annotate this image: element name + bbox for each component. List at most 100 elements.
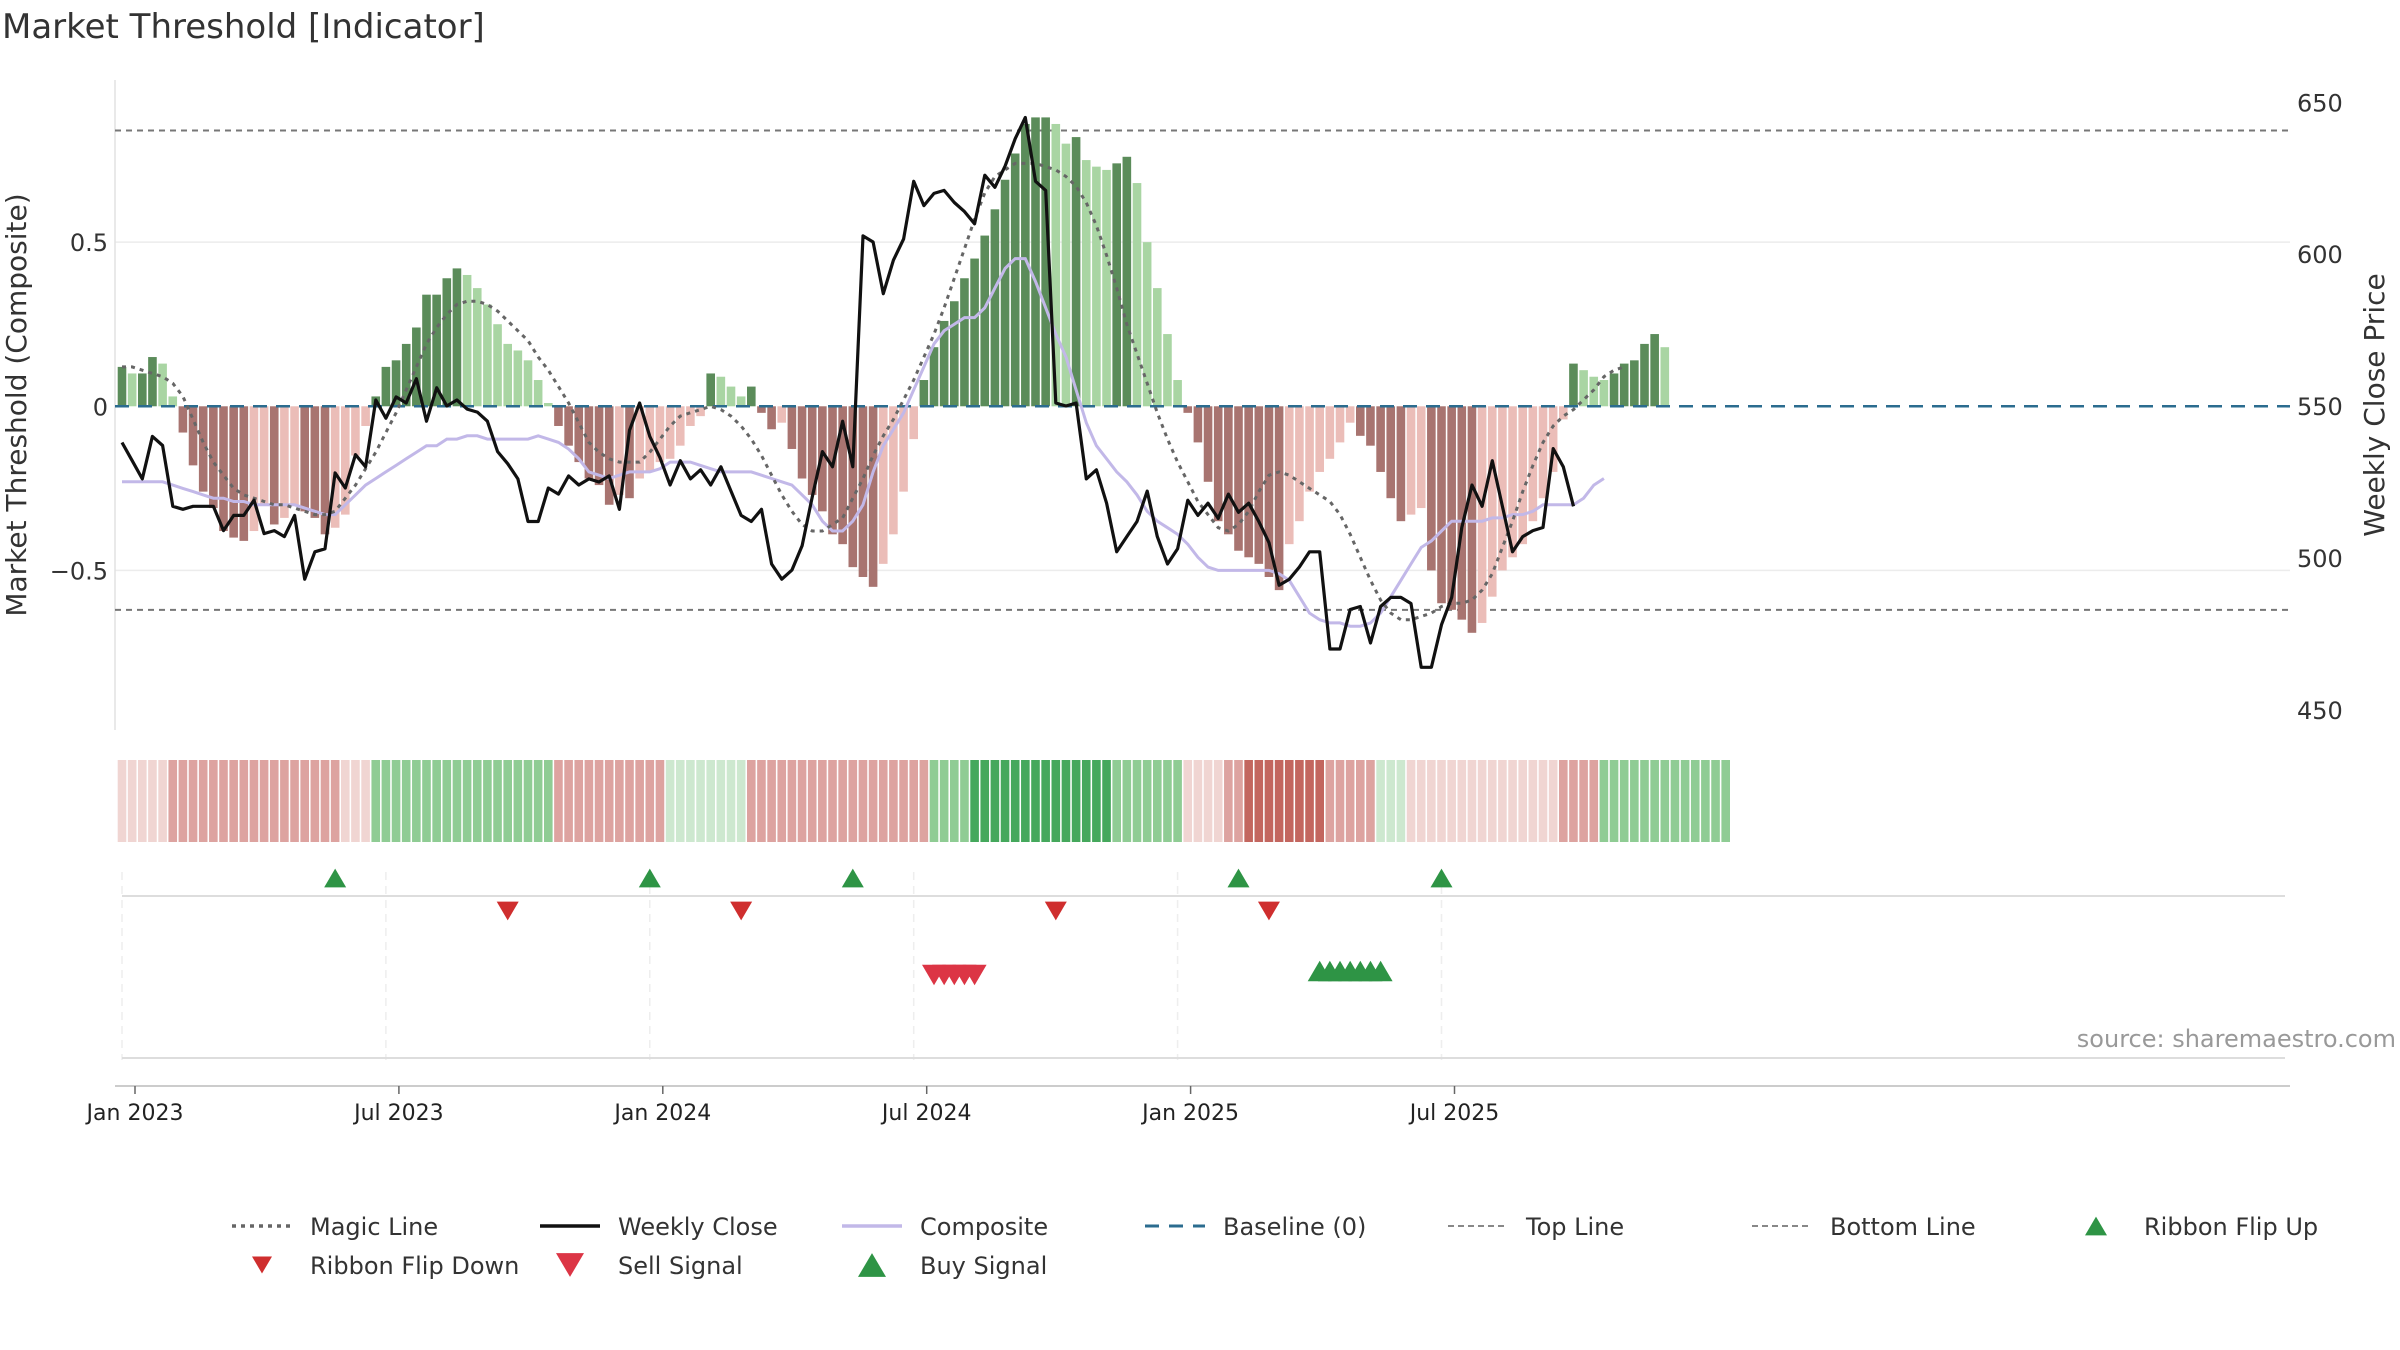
composite-bar: [1305, 406, 1314, 492]
ribbon-cell: [1498, 760, 1507, 842]
ribbon-cell: [1295, 760, 1304, 842]
ribbon-cell: [158, 760, 167, 842]
ribbon-cell: [1102, 760, 1111, 842]
composite-bar: [767, 406, 776, 430]
left-tick-label: 0.5: [70, 229, 108, 257]
legend-label: Ribbon Flip Down: [310, 1252, 519, 1280]
ribbon-cell: [280, 760, 289, 842]
ribbon-cell: [858, 760, 868, 842]
ribbon-cell: [432, 760, 441, 842]
ribbon-cell: [1589, 760, 1599, 842]
ribbon-cell: [889, 760, 898, 842]
composite-bar: [1213, 406, 1223, 522]
legend-label: Buy Signal: [920, 1252, 1047, 1280]
composite-bar: [351, 406, 360, 456]
ribbon-cell: [1467, 760, 1477, 842]
composite-bar: [594, 406, 604, 486]
legend-item: Buy Signal: [858, 1252, 1047, 1280]
ribbon-cell: [980, 760, 990, 842]
composite-bar: [615, 406, 624, 495]
legend-item: Weekly Close: [540, 1213, 778, 1241]
ribbon-cell: [747, 760, 756, 842]
ribbon-flip-up-marker: [324, 868, 347, 888]
legend-item: Bottom Line: [1752, 1213, 1976, 1241]
ribbon-cell: [1599, 760, 1609, 842]
ribbon-cell: [929, 760, 939, 842]
composite-bar: [747, 386, 756, 407]
legend-label: Sell Signal: [618, 1252, 743, 1280]
ribbon-cell: [848, 760, 858, 842]
composite-bar: [1071, 137, 1081, 407]
composite-bar: [198, 406, 208, 492]
composite-bar: [259, 406, 269, 505]
ribbon-cell: [1447, 760, 1456, 842]
ribbon-cell: [1701, 760, 1710, 842]
composite-bar: [1102, 169, 1111, 407]
ribbon-cell: [1284, 760, 1294, 842]
ribbon-cell: [1721, 760, 1730, 842]
composite-bar: [1163, 334, 1172, 407]
ribbon-cell: [1071, 760, 1081, 842]
composite-bar: [1538, 406, 1548, 499]
composite-bar: [1406, 406, 1416, 515]
ribbon-cell: [990, 760, 1000, 842]
composite-bar: [219, 406, 228, 532]
composite-bar: [1487, 406, 1497, 597]
ribbon-cell: [259, 760, 269, 842]
composite-bar: [564, 406, 573, 446]
composite-bar: [1366, 406, 1375, 446]
ribbon-cell: [198, 760, 208, 842]
composite-bar: [533, 380, 543, 407]
composite-bar: [1041, 117, 1050, 407]
composite-bar: [148, 357, 157, 407]
ribbon-flip-up-marker: [638, 868, 661, 888]
ribbon-cell: [513, 760, 523, 842]
composite-bar: [503, 343, 512, 407]
legend-item: Top Line: [1448, 1213, 1624, 1241]
ribbon-cell: [878, 760, 888, 842]
legend-label: Ribbon Flip Up: [2144, 1213, 2318, 1241]
composite-bar: [1284, 406, 1294, 545]
composite-bar: [290, 406, 299, 505]
composite-bar: [1061, 143, 1071, 407]
ribbon-cell: [1396, 760, 1406, 842]
y-axis-label-left: Market Threshold (Composite): [0, 193, 33, 616]
composite-bar: [1325, 406, 1335, 459]
signals-panel: [121, 868, 2285, 1060]
ribbon-cell: [665, 760, 675, 842]
ribbon-cell: [757, 760, 766, 842]
composite-bar: [980, 235, 990, 407]
ribbon-cell: [635, 760, 644, 842]
ribbon-cell: [1021, 760, 1030, 842]
ribbon-cell: [1690, 760, 1700, 842]
right-tick-label: 500: [2297, 545, 2343, 573]
composite-bar: [1112, 163, 1121, 407]
composite-bar: [696, 406, 705, 417]
ribbon-cell: [899, 760, 908, 842]
composite-bar: [1548, 406, 1558, 472]
weekly-close-line: [120, 115, 1576, 669]
composite-bar: [797, 406, 807, 479]
ribbon-cell: [1508, 760, 1517, 842]
ribbon-flip-up-marker: [1430, 868, 1453, 888]
legend-item: Ribbon Flip Up: [2085, 1213, 2318, 1241]
ribbon-cell: [320, 760, 330, 842]
composite-bar: [1254, 406, 1264, 564]
ribbon-strip: [117, 760, 1730, 842]
composite-bar: [1508, 406, 1517, 558]
composite-bar: [1335, 406, 1345, 443]
composite-bar: [686, 406, 695, 426]
composite-bar: [462, 274, 472, 407]
ribbon-cell: [584, 760, 594, 842]
composite-bar: [310, 406, 320, 518]
ribbon-cell: [249, 760, 259, 842]
ribbon-flip-up-marker: [1227, 868, 1250, 888]
ribbon-cell: [219, 760, 228, 842]
ribbon-cell: [1173, 760, 1182, 842]
composite-bar: [1416, 406, 1426, 509]
x-tick-label: Jan 2024: [612, 1101, 711, 1126]
composite-bar: [1447, 406, 1456, 610]
ribbon-cell: [1132, 760, 1142, 842]
composite-bar: [239, 406, 249, 541]
composite-bar: [604, 406, 614, 505]
